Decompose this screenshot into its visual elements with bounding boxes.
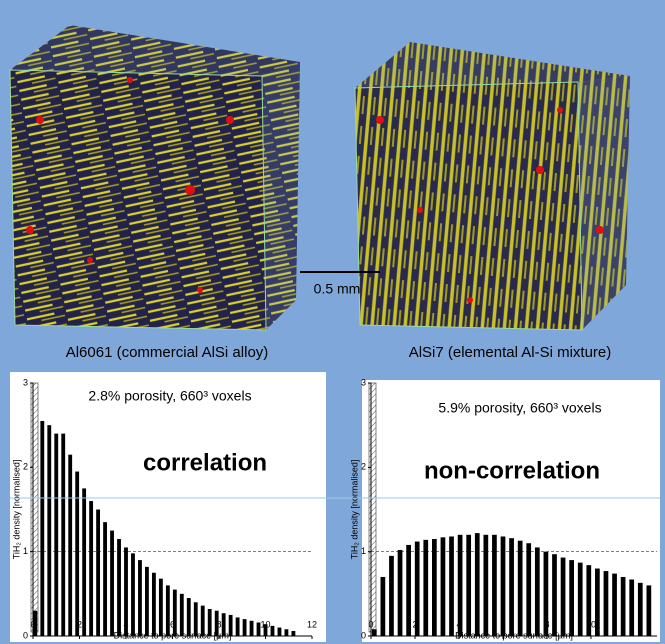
bar xyxy=(47,425,51,636)
x-tick-label: 4 xyxy=(123,619,128,629)
bar xyxy=(647,585,652,636)
y-tick-label: 1 xyxy=(23,546,28,556)
bar xyxy=(552,554,557,636)
bar xyxy=(96,510,100,637)
bar xyxy=(389,556,394,636)
bar xyxy=(638,583,643,636)
bar xyxy=(406,545,411,636)
bar xyxy=(236,617,240,636)
scale-bar-label: 0.5 mm xyxy=(314,281,361,297)
bar xyxy=(291,631,295,636)
x-axis-label: Distance to pore surface [µm] xyxy=(114,630,232,640)
x-tick-label: 4 xyxy=(456,619,461,629)
bar xyxy=(612,574,617,636)
y-tick-label: 3 xyxy=(23,377,28,387)
bar xyxy=(423,540,428,636)
bar xyxy=(621,577,626,636)
bar xyxy=(82,488,86,636)
bar xyxy=(449,536,454,636)
excluded-region xyxy=(31,383,38,632)
x-tick-label: 12 xyxy=(307,619,317,629)
x-tick-label: 6 xyxy=(500,619,505,629)
bar xyxy=(535,547,540,636)
bar xyxy=(578,563,583,636)
annotation: 5.9% porosity, 660³ voxels xyxy=(438,400,601,416)
x-tick-label: 0 xyxy=(368,619,373,629)
bar xyxy=(372,629,377,636)
x-tick-label: 8 xyxy=(544,619,549,629)
bar xyxy=(398,550,403,636)
bar xyxy=(526,543,531,636)
cube-image-right xyxy=(355,42,630,330)
bar xyxy=(243,619,247,636)
bar xyxy=(569,560,574,636)
y-tick-label: 0 xyxy=(361,630,366,640)
x-tick-label: 8 xyxy=(216,619,221,629)
bar xyxy=(117,539,121,636)
bar xyxy=(285,629,289,636)
bar xyxy=(145,567,149,636)
bar xyxy=(75,472,79,636)
bar xyxy=(432,539,437,636)
bar xyxy=(381,577,386,636)
bar xyxy=(131,553,135,636)
y-axis-label: TiH₂ density [normalised] xyxy=(349,460,359,560)
bar xyxy=(61,434,65,636)
cube-image-left xyxy=(10,25,300,330)
x-axis-label: Distance to pore surface [µm] xyxy=(455,630,573,640)
bar xyxy=(518,541,523,636)
y-axis-label: TiH₂ density [normalised] xyxy=(11,460,21,560)
x-tick-label: 0 xyxy=(30,619,35,629)
slide: 0.5 mm Al6061 (commercial AlSi alloy) Al… xyxy=(0,0,665,644)
bar xyxy=(278,628,282,636)
bar xyxy=(159,579,163,636)
y-tick-label: 2 xyxy=(361,462,366,472)
x-tick-label: 10 xyxy=(586,619,596,629)
bar xyxy=(629,579,634,636)
bar xyxy=(89,501,93,636)
y-tick-label: 2 xyxy=(23,462,28,472)
x-tick-label: 10 xyxy=(260,619,270,629)
y-tick-label: 1 xyxy=(361,546,366,556)
x-tick-label: 2 xyxy=(412,619,417,629)
bar xyxy=(54,434,58,636)
y-tick-label: 0 xyxy=(23,630,28,640)
caption: Al6061 (commercial AlSi alloy) xyxy=(66,344,269,361)
chart-label: non-correlation xyxy=(424,457,600,484)
x-tick-label: 2 xyxy=(77,619,82,629)
bar xyxy=(68,455,72,636)
bar xyxy=(483,535,488,636)
bar xyxy=(103,522,107,636)
bar xyxy=(250,621,254,636)
bar xyxy=(110,531,114,636)
bar xyxy=(561,558,566,636)
bar xyxy=(138,560,142,636)
bar xyxy=(152,573,156,636)
excluded-region xyxy=(369,383,376,632)
y-tick-label: 3 xyxy=(361,377,366,387)
bar xyxy=(475,533,480,636)
bar xyxy=(441,537,446,636)
bar xyxy=(271,626,275,636)
bar xyxy=(40,421,44,636)
x-tick-label: 6 xyxy=(170,619,175,629)
bar xyxy=(509,538,514,636)
bar xyxy=(492,535,497,636)
chart-label: correlation xyxy=(143,449,267,476)
bar xyxy=(604,571,609,636)
annotation: 2.8% porosity, 660³ voxels xyxy=(88,388,251,404)
bar xyxy=(466,535,471,636)
caption: AlSi7 (elemental Al-Si mixture) xyxy=(409,344,612,361)
